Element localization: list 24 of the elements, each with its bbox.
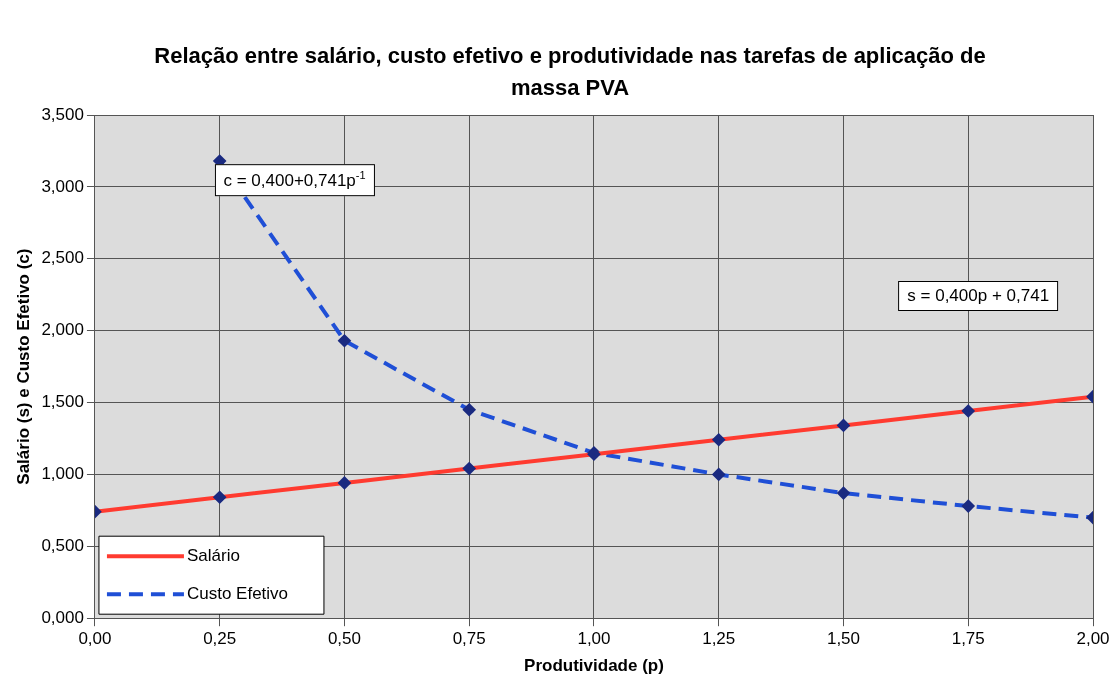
y-tick-label: 2,000: [41, 320, 84, 340]
annotation: c = 0,400+0,741p$^{-1}$: [214, 164, 375, 197]
x-tick-label: 1,25: [702, 629, 736, 649]
x-tick-label: 0,00: [78, 629, 112, 649]
x-tick-label: 1,75: [951, 629, 985, 649]
y-tick-label: 2,500: [41, 248, 84, 268]
x-tick-label: 0,25: [203, 629, 237, 649]
y-tick-label: 1,500: [41, 392, 84, 412]
x-tick-label: 0,75: [452, 629, 486, 649]
x-axis-title: Produtividade (p): [524, 656, 664, 676]
x-tick-label: 1,00: [577, 629, 611, 649]
legend-label: Salário: [186, 545, 240, 565]
chart-title: Relação entre salário, custo efetivo e produtividade nas tarefas de aplicação de massa PVA: [153, 42, 987, 102]
y-axis-title: Salário (s) e Custo Efetivo (c): [13, 248, 33, 485]
y-tick-label: 3,500: [41, 104, 84, 124]
y-tick-label: 0,500: [41, 536, 84, 555]
annotation: s = 0,400p + 0,741: [898, 281, 1059, 312]
legend-label: Custo Efetivo: [186, 583, 289, 603]
x-tick-label: 0,50: [327, 629, 361, 649]
x-tick-label: 2,00: [1076, 629, 1110, 649]
y-tick-label: 3,000: [41, 176, 84, 196]
x-tick-label: 1,50: [826, 629, 861, 649]
y-tick-label: 0,000: [41, 607, 84, 627]
y-tick-label: 1,000: [41, 464, 84, 484]
